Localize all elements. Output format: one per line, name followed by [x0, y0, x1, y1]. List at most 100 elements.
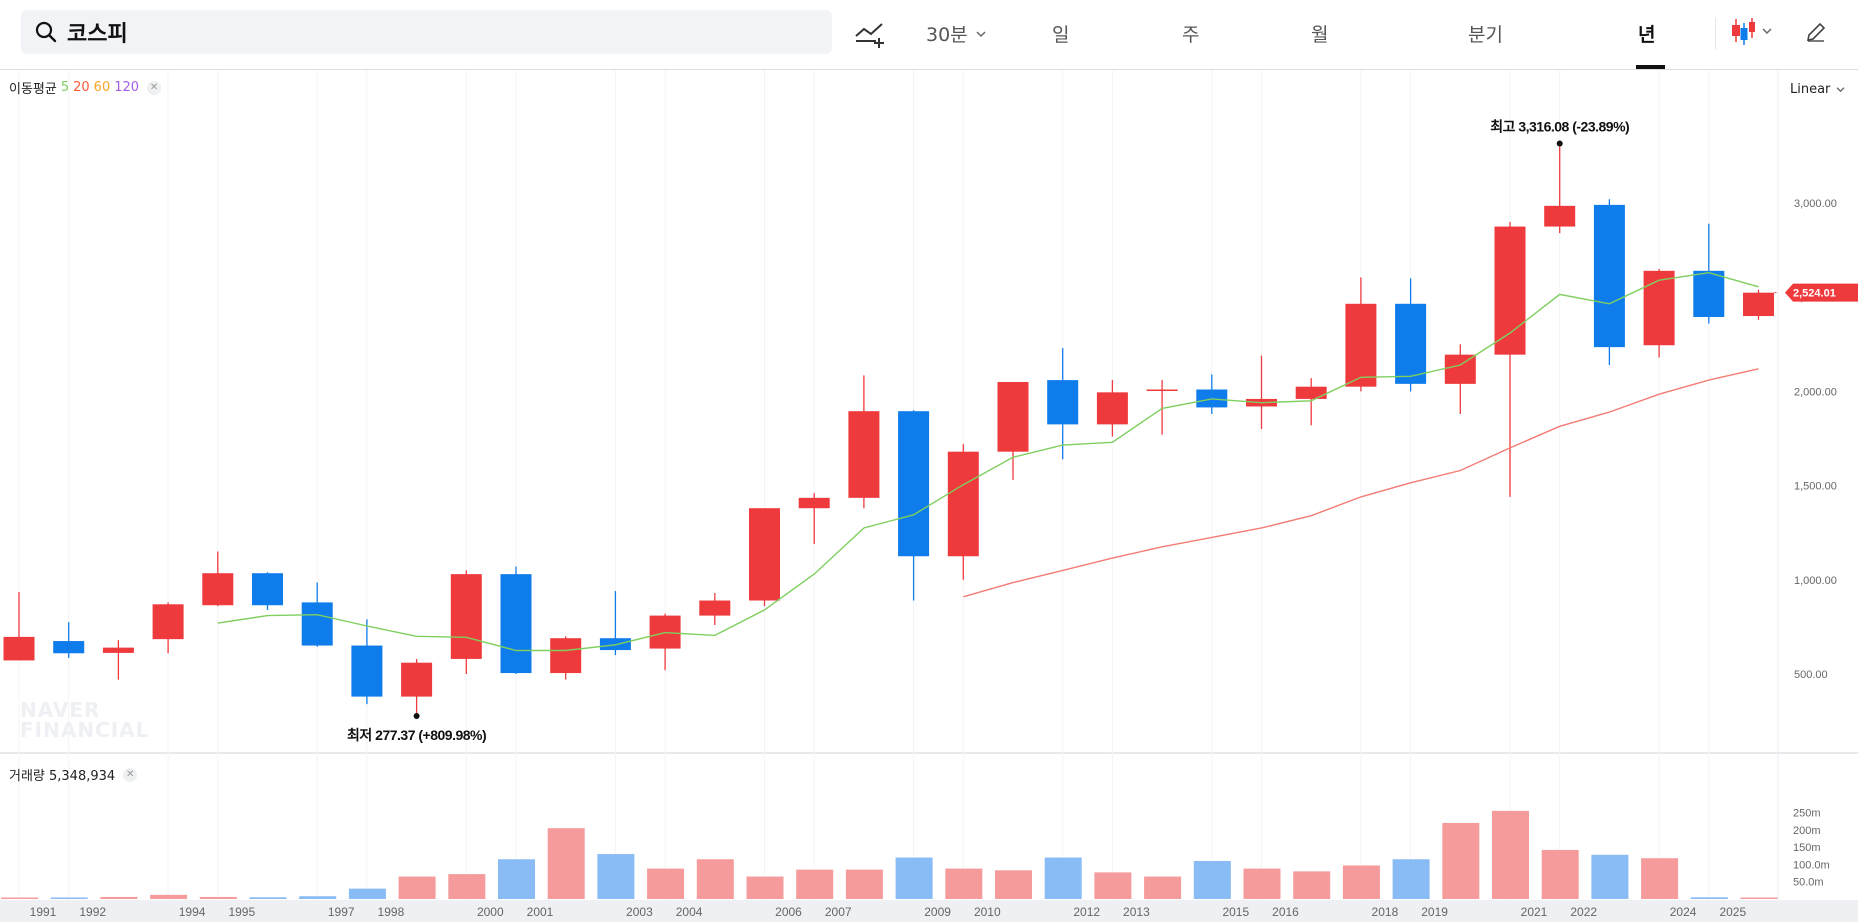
candle-body — [3, 636, 35, 661]
candle-body — [1345, 303, 1377, 387]
x-tick-label: 2006 — [775, 905, 802, 919]
x-tick-label: 2016 — [1272, 905, 1299, 919]
candle-body — [500, 574, 532, 674]
candle-body — [550, 638, 582, 674]
volume-bar — [348, 888, 386, 899]
candle-body — [102, 647, 134, 653]
volume-tick-label: 250m — [1793, 808, 1821, 820]
candle-body — [1395, 303, 1427, 384]
volume-bar — [1541, 849, 1579, 899]
volume-bar — [249, 897, 287, 899]
y-tick-label: 1,000.00 — [1794, 575, 1837, 587]
x-tick-label: 2019 — [1421, 905, 1448, 919]
tab-year[interactable]: 년 — [1638, 24, 1656, 46]
candle-body — [848, 411, 880, 498]
candle-body — [1544, 205, 1576, 227]
x-tick-label: 1998 — [378, 905, 405, 919]
candle-body — [1047, 380, 1079, 425]
x-tick-label: 2018 — [1372, 905, 1399, 919]
x-tick-label: 2004 — [676, 905, 703, 919]
volume-bar — [597, 854, 635, 899]
ma20-line — [963, 368, 1759, 598]
ma5-label: 5 — [60, 80, 70, 95]
volume-bar — [845, 869, 883, 899]
volume-bar — [299, 896, 337, 899]
candle-body — [749, 508, 780, 601]
watermark-line: FINANCIAL — [20, 718, 150, 742]
chevron-down-icon — [1762, 28, 1772, 35]
volume-bar — [1342, 865, 1380, 899]
x-tick-label: 2010 — [974, 905, 1001, 919]
annotation-dot — [1556, 140, 1563, 147]
x-tick-label: 2001 — [527, 905, 554, 919]
search-query[interactable]: 코스피 — [67, 22, 128, 47]
chart-type-dropdown[interactable] — [1730, 16, 1772, 46]
candle-body — [202, 573, 234, 606]
volume-bar — [746, 876, 784, 899]
tab-month[interactable]: 월 — [1311, 24, 1329, 46]
toolbar: 코스피 30분 일 주 월 분기 년 — [0, 0, 1858, 70]
candle-chart-icon — [1732, 18, 1755, 45]
candle-body — [898, 411, 930, 557]
active-tab-indicator — [1636, 65, 1665, 69]
x-tick-label: 2012 — [1073, 905, 1100, 919]
annotation-dot — [413, 712, 420, 719]
volume-tick-label: 100.0m — [1793, 859, 1830, 871]
candle-body — [1593, 204, 1625, 348]
indicator-add-icon[interactable] — [854, 18, 886, 50]
current-price-tag — [1785, 283, 1858, 302]
volume-bar — [1740, 897, 1778, 899]
current-price-label: 2,524.01 — [1793, 288, 1836, 300]
x-tick-label: 1995 — [228, 905, 255, 919]
moving-average-legend[interactable]: 이동평균 5 20 60 120 ✕ — [9, 78, 162, 97]
volume-bar — [1193, 860, 1231, 899]
candle-body — [1494, 226, 1526, 355]
x-tick-label: 2022 — [1570, 905, 1597, 919]
volume-bar — [1293, 871, 1331, 899]
volume-bar — [1690, 897, 1728, 899]
search-box[interactable]: 코스피 — [21, 10, 832, 54]
candle-body — [1693, 270, 1725, 317]
x-tick-label: 2009 — [924, 905, 951, 919]
volume-bar — [945, 868, 983, 899]
interval-dropdown[interactable]: 30분 — [926, 20, 986, 47]
y-tick-label: 500.00 — [1794, 669, 1828, 681]
watermark-logo: NAVER FINANCIAL — [20, 700, 149, 740]
x-tick-label: 2015 — [1222, 905, 1249, 919]
x-tick-label: 1997 — [328, 905, 355, 919]
tab-quarter[interactable]: 분기 — [1468, 24, 1503, 46]
candle-body — [947, 451, 979, 557]
volume-bar — [1492, 810, 1529, 899]
volume-bar — [1243, 868, 1281, 899]
close-icon[interactable]: ✕ — [123, 767, 138, 782]
volume-bar — [796, 869, 834, 899]
close-icon[interactable]: ✕ — [147, 80, 162, 95]
x-tick-label: 2000 — [477, 905, 504, 919]
candle-body — [997, 381, 1029, 452]
tab-day[interactable]: 일 — [1052, 24, 1070, 46]
volume-bar — [50, 897, 88, 899]
annotation-label: 최고 3,316.08 (-23.89%) — [1490, 118, 1629, 134]
x-tick-label: 2013 — [1123, 905, 1150, 919]
pencil-icon[interactable] — [1804, 20, 1828, 44]
candle-body — [301, 602, 333, 646]
x-tick-label: 2021 — [1521, 905, 1548, 919]
x-tick-label: 2025 — [1719, 905, 1746, 919]
volume-legend[interactable]: 거래량 5,348,934 ✕ — [9, 765, 138, 784]
x-axis-band — [0, 900, 1858, 922]
ma60-label: 60 — [93, 80, 111, 95]
volume-bar — [448, 874, 486, 899]
search-icon — [35, 21, 57, 43]
volume-label: 거래량 5,348,934 — [9, 769, 116, 784]
y-tick-label: 1,500.00 — [1794, 481, 1837, 493]
volume-bar — [498, 859, 535, 899]
candle-body — [53, 641, 85, 654]
x-tick-label: 1992 — [79, 905, 106, 919]
candle-body — [450, 574, 482, 659]
tab-week[interactable]: 주 — [1182, 24, 1200, 46]
annotation-label: 최저 277.37 (+809.98%) — [347, 727, 486, 743]
scale-dropdown[interactable]: Linear — [1790, 82, 1845, 97]
candle-body — [798, 497, 830, 509]
